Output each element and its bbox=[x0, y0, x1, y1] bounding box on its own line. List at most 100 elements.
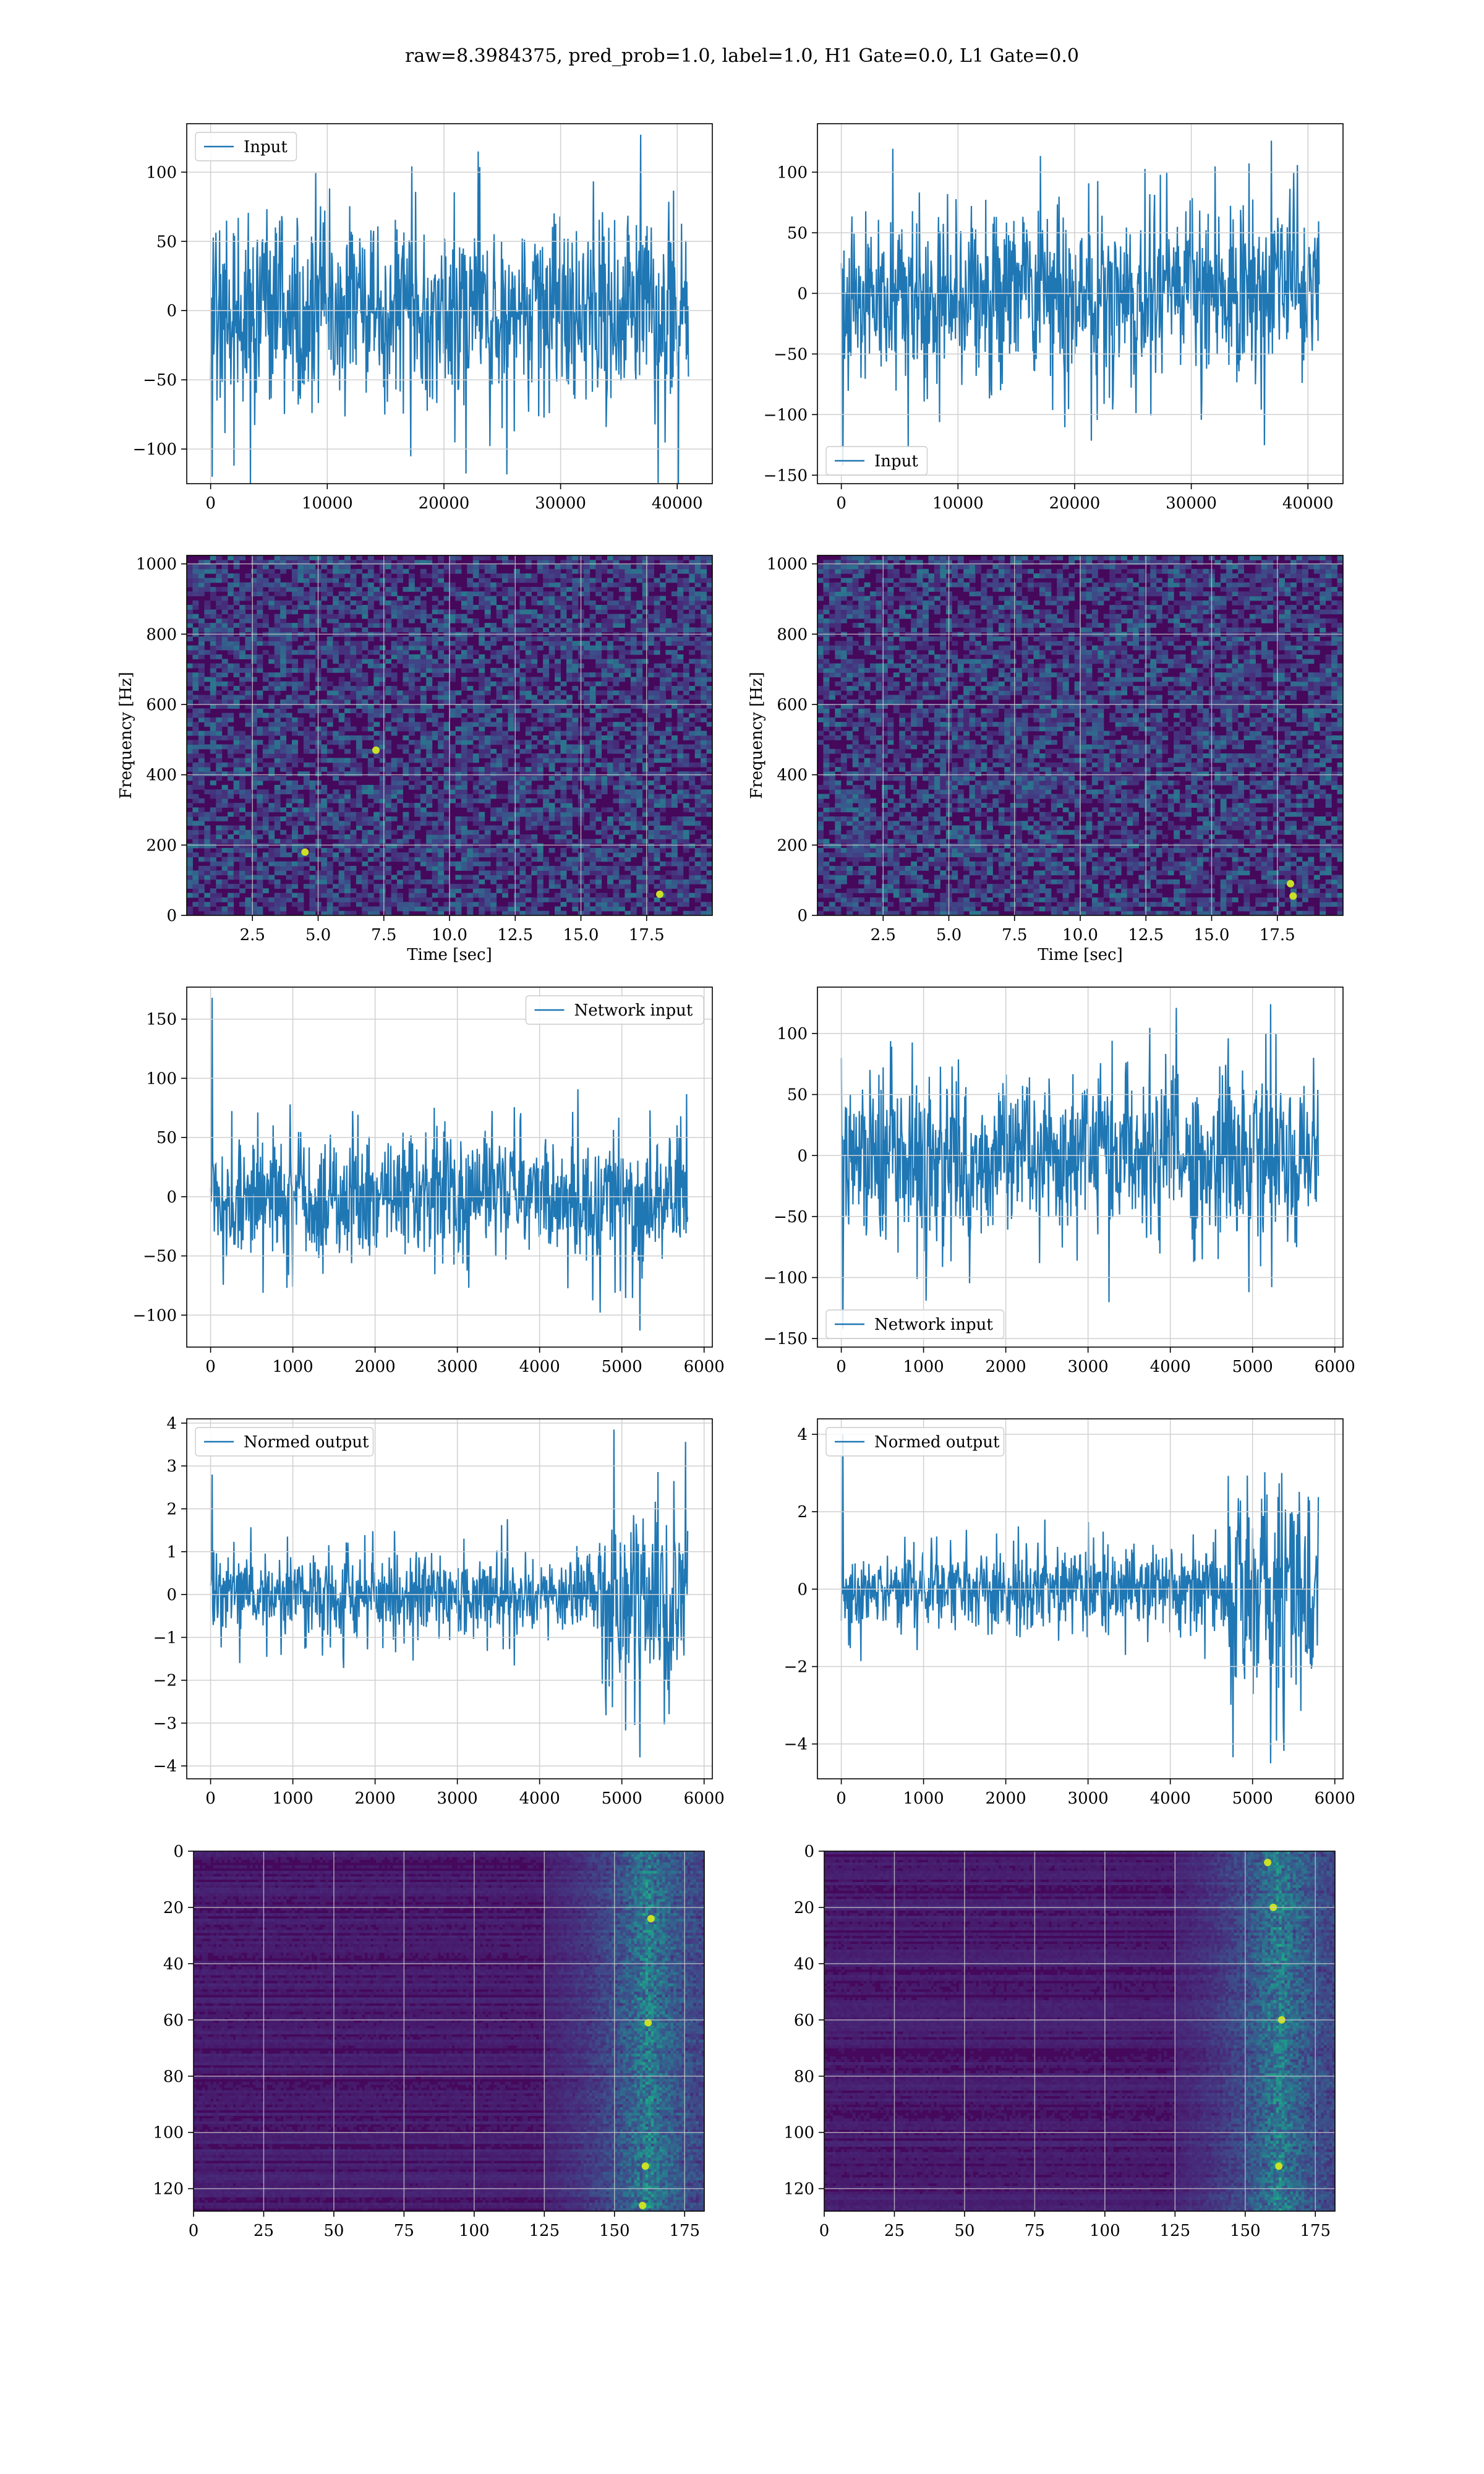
heatmap-cell bbox=[286, 699, 292, 704]
heatmap-cell bbox=[683, 582, 689, 588]
heatmap-cell bbox=[490, 748, 497, 754]
heatmap-cell bbox=[625, 897, 631, 902]
heatmap-cell bbox=[455, 641, 462, 646]
heatmap-cell bbox=[187, 564, 193, 570]
heatmap-cell bbox=[560, 847, 567, 853]
heatmap-cell bbox=[250, 605, 257, 610]
heatmap-cell bbox=[513, 578, 520, 583]
heatmap-cell bbox=[648, 596, 655, 601]
heatmap-cell bbox=[484, 659, 491, 664]
heatmap-cell bbox=[397, 857, 403, 862]
heatmap-cell bbox=[484, 614, 491, 619]
heatmap-cell bbox=[268, 659, 275, 664]
heatmap-cell bbox=[414, 659, 421, 664]
heatmap-cell bbox=[432, 910, 438, 915]
heatmap-cell bbox=[618, 803, 625, 808]
heatmap-cell bbox=[572, 789, 579, 795]
heatmap-cell bbox=[630, 789, 637, 795]
heatmap-cell bbox=[543, 568, 550, 574]
heatmap-cell bbox=[438, 726, 445, 732]
heatmap-cell bbox=[642, 609, 649, 615]
heatmap-cell bbox=[326, 771, 333, 777]
heatmap-cell bbox=[607, 906, 613, 912]
heatmap-cell bbox=[613, 681, 620, 687]
heatmap-cell bbox=[443, 641, 450, 646]
heatmap-cell bbox=[519, 627, 526, 633]
heatmap-cell bbox=[555, 573, 561, 578]
heatmap-cell bbox=[601, 627, 608, 633]
heatmap-cell bbox=[216, 600, 223, 606]
heatmap-cell bbox=[356, 839, 362, 844]
heatmap-cell bbox=[630, 807, 637, 813]
heatmap-cell bbox=[239, 852, 245, 858]
heatmap-cell bbox=[513, 672, 520, 678]
heatmap-cell bbox=[689, 578, 696, 583]
heatmap-cell bbox=[467, 654, 474, 659]
heatmap-cell bbox=[333, 794, 339, 799]
heatmap-cell bbox=[210, 609, 216, 615]
heatmap-cell bbox=[572, 568, 579, 574]
heatmap-cell bbox=[595, 672, 602, 678]
heatmap-cell bbox=[572, 645, 579, 651]
heatmap-cell bbox=[350, 708, 357, 714]
heatmap-cell bbox=[555, 730, 561, 736]
heatmap-cell bbox=[660, 623, 666, 628]
heatmap-cell bbox=[262, 888, 269, 894]
heatmap-cell bbox=[450, 654, 456, 659]
heatmap-cell bbox=[250, 892, 257, 898]
heatmap-cell bbox=[566, 654, 573, 659]
heatmap-cell bbox=[438, 847, 445, 853]
heatmap-cell bbox=[239, 677, 245, 682]
heatmap-cell bbox=[461, 717, 467, 722]
heatmap-cell bbox=[192, 695, 199, 700]
heatmap-cell bbox=[665, 758, 672, 763]
heatmap-cell bbox=[280, 902, 287, 907]
heatmap-cell bbox=[618, 766, 625, 772]
heatmap-cell bbox=[303, 672, 310, 678]
heatmap-cell bbox=[338, 847, 345, 853]
heatmap-cell bbox=[245, 762, 252, 768]
heatmap-cell bbox=[461, 829, 467, 835]
heatmap-cell bbox=[204, 866, 211, 871]
heatmap-cell bbox=[683, 744, 689, 750]
heatmap-cell bbox=[613, 798, 620, 803]
heatmap-cell bbox=[648, 811, 655, 817]
heatmap-cell bbox=[443, 623, 450, 628]
heatmap-cell bbox=[443, 753, 450, 758]
heatmap-cell bbox=[613, 870, 620, 876]
heatmap-cell bbox=[613, 847, 620, 853]
heatmap-cell bbox=[618, 690, 625, 696]
heatmap-cell bbox=[450, 667, 456, 673]
plot-area bbox=[817, 555, 1343, 915]
heatmap-cell bbox=[630, 649, 637, 655]
heatmap-cell bbox=[250, 636, 257, 641]
heatmap-cell bbox=[438, 789, 445, 795]
heatmap-cell bbox=[1039, 906, 1046, 912]
heatmap-cell bbox=[216, 586, 223, 592]
heatmap-cell bbox=[397, 744, 403, 750]
heatmap-cell bbox=[257, 568, 263, 574]
heatmap-cell bbox=[461, 753, 467, 758]
heatmap-cell bbox=[216, 699, 223, 704]
heatmap-cell bbox=[438, 798, 445, 803]
heatmap-cell bbox=[216, 771, 223, 777]
heatmap-cell bbox=[303, 659, 310, 664]
heatmap-cell bbox=[309, 573, 316, 578]
heatmap-cell bbox=[344, 902, 351, 907]
heatmap-cell bbox=[221, 618, 228, 623]
heatmap-cell bbox=[701, 649, 707, 655]
heatmap-cell bbox=[286, 600, 292, 606]
heatmap-cell bbox=[268, 748, 275, 754]
heatmap-cell bbox=[625, 555, 631, 560]
heatmap-cell bbox=[648, 821, 655, 826]
heatmap-cell bbox=[683, 821, 689, 826]
heatmap-cell bbox=[268, 582, 275, 588]
heatmap-cell bbox=[379, 776, 386, 781]
heatmap-cell bbox=[508, 672, 514, 678]
heatmap-cell bbox=[239, 758, 245, 763]
heatmap-cell bbox=[513, 906, 520, 912]
heatmap-cell bbox=[502, 730, 508, 736]
heatmap-cell bbox=[187, 803, 193, 808]
heatmap-cell bbox=[479, 704, 485, 709]
